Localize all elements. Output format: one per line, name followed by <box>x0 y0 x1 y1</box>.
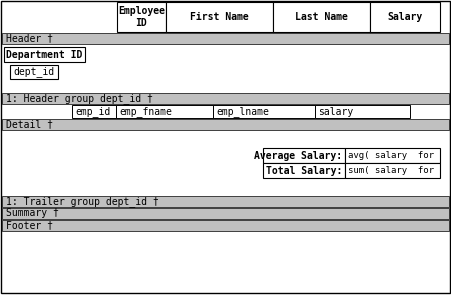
Text: emp_fname: emp_fname <box>119 106 171 117</box>
Text: Total Salary:: Total Salary: <box>265 165 341 176</box>
Text: Header †: Header † <box>6 34 53 43</box>
Text: Salary: Salary <box>387 12 422 22</box>
Text: emp_lname: emp_lname <box>216 106 268 117</box>
Text: 1: Header group dept_id †: 1: Header group dept_id † <box>6 93 152 104</box>
Bar <box>314 105 409 118</box>
Bar <box>2 119 448 130</box>
Text: 1: Trailer group dept_id †: 1: Trailer group dept_id † <box>6 196 158 207</box>
Bar <box>2 93 448 104</box>
Bar <box>212 105 314 118</box>
Text: sum( salary  for: sum( salary for <box>347 166 433 175</box>
Bar <box>2 33 448 44</box>
Text: First Name: First Name <box>190 12 249 22</box>
Bar <box>272 2 369 32</box>
Text: emp_id: emp_id <box>75 106 110 117</box>
Text: Average Salary:: Average Salary: <box>253 150 341 160</box>
Text: Footer †: Footer † <box>6 220 53 230</box>
Bar <box>262 148 344 163</box>
Text: salary: salary <box>318 106 353 117</box>
Text: Employee
ID: Employee ID <box>118 6 165 28</box>
Text: avg( salary  for: avg( salary for <box>347 151 433 160</box>
Bar <box>166 2 272 32</box>
Text: Department ID: Department ID <box>6 50 83 60</box>
Bar <box>2 196 448 207</box>
Bar <box>72 105 116 118</box>
Bar <box>262 163 344 178</box>
Bar <box>117 2 166 32</box>
Text: Summary †: Summary † <box>6 209 59 219</box>
Bar <box>2 220 448 231</box>
Bar <box>4 47 85 62</box>
Text: Last Name: Last Name <box>295 12 347 22</box>
Bar <box>369 2 439 32</box>
Bar <box>344 148 439 163</box>
Bar <box>344 163 439 178</box>
Bar <box>10 65 58 79</box>
Bar <box>116 105 212 118</box>
Bar <box>2 208 448 219</box>
Text: Detail †: Detail † <box>6 119 53 130</box>
Text: dept_id: dept_id <box>13 67 54 78</box>
